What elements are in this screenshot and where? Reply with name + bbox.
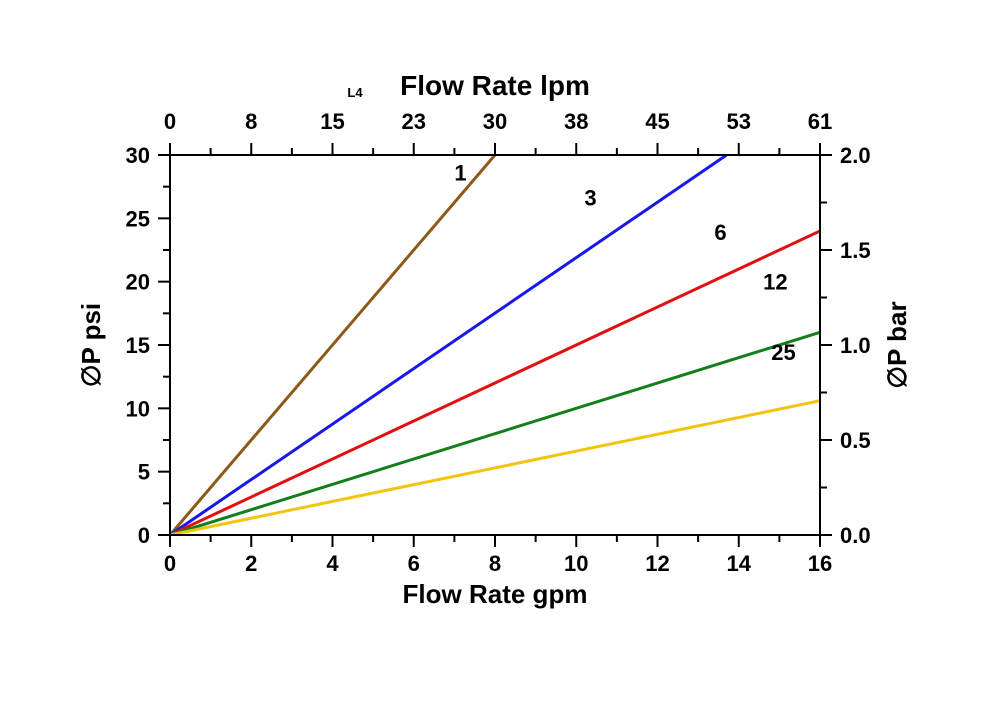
x-top-tick-label: 53 — [727, 109, 751, 134]
x-bottom-tick-label: 12 — [645, 551, 669, 576]
y-right-tick-label: 1.5 — [840, 238, 871, 263]
series-label-25: 25 — [771, 340, 795, 365]
x-bottom-tick-label: 10 — [564, 551, 588, 576]
x-top-tick-label: 8 — [245, 109, 257, 134]
y-right-axis-title: ∅P bar — [882, 301, 912, 388]
x-top-tick-label: 45 — [645, 109, 669, 134]
y-right-tick-label: 0.0 — [840, 523, 871, 548]
x-bottom-tick-label: 14 — [727, 551, 752, 576]
x-top-tick-label: 15 — [320, 109, 344, 134]
y-right-tick-label: 2.0 — [840, 143, 871, 168]
y-left-tick-label: 10 — [126, 396, 150, 421]
series-label-6: 6 — [714, 220, 726, 245]
y-left-tick-label: 5 — [138, 460, 150, 485]
x-top-tick-label: 61 — [808, 109, 832, 134]
x-bottom-tick-label: 0 — [164, 551, 176, 576]
x-top-tick-label: 38 — [564, 109, 588, 134]
y-left-tick-label: 20 — [126, 270, 150, 295]
y-right-tick-label: 0.5 — [840, 428, 871, 453]
x-top-tick-label: 0 — [164, 109, 176, 134]
x-bottom-tick-label: 8 — [489, 551, 501, 576]
x-top-tick-label: 23 — [402, 109, 426, 134]
y-left-tick-label: 15 — [126, 333, 150, 358]
x-top-tick-label: 30 — [483, 109, 507, 134]
y-left-tick-label: 0 — [138, 523, 150, 548]
x-bottom-tick-label: 4 — [326, 551, 339, 576]
x-top-axis-title: Flow Rate lpm — [400, 70, 590, 101]
y-left-tick-label: 25 — [126, 206, 150, 231]
aux-label: L4 — [347, 85, 363, 100]
pressure-flow-chart: 0246810121416Flow Rate gpm08152330384553… — [0, 0, 996, 708]
series-label-12: 12 — [763, 269, 787, 294]
y-left-axis-title: ∅P psi — [76, 303, 106, 387]
x-bottom-tick-label: 2 — [245, 551, 257, 576]
y-left-tick-label: 30 — [126, 143, 150, 168]
series-label-3: 3 — [584, 186, 596, 211]
y-right-tick-label: 1.0 — [840, 333, 871, 358]
series-label-1: 1 — [454, 160, 466, 185]
x-bottom-tick-label: 6 — [408, 551, 420, 576]
x-bottom-tick-label: 16 — [808, 551, 832, 576]
x-bottom-axis-title: Flow Rate gpm — [403, 579, 588, 609]
